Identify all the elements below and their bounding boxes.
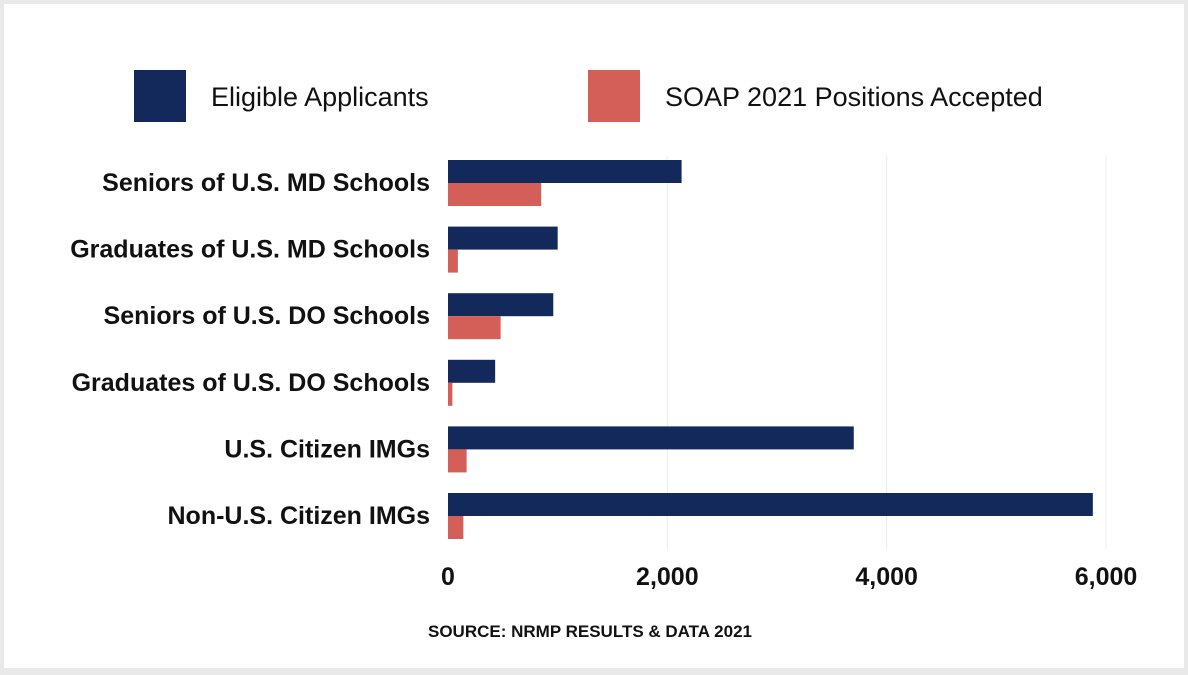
bar-soap-2021-positions-accepted-u-s-citizen-imgs [448, 449, 467, 473]
bar-soap-2021-positions-accepted-non-u-s-citizen-imgs [448, 516, 464, 539]
source-note: SOURCE: NRMP RESULTS & DATA 2021 [428, 622, 752, 641]
bar-eligible-applicants-seniors-of-u-s-md-schools [448, 160, 682, 183]
chart: Eligible Applicants SOAP 2021 Positions … [70, 70, 1137, 641]
x-tick-label-4000: 4,000 [855, 563, 918, 591]
category-label-graduates-of-u-s-md-schools: Graduates of U.S. MD Schools [70, 236, 430, 264]
legend-label-soap-positions: SOAP 2021 Positions Accepted [665, 82, 1043, 112]
legend-swatch-soap-positions [588, 70, 640, 122]
category-label-graduates-of-u-s-do-schools: Graduates of U.S. DO Schools [72, 369, 430, 397]
bar-eligible-applicants-graduates-of-u-s-do-schools [448, 359, 496, 383]
bar-soap-2021-positions-accepted-seniors-of-u-s-md-schools [448, 183, 542, 206]
bar-eligible-applicants-graduates-of-u-s-md-schools [448, 226, 558, 250]
legend: Eligible Applicants SOAP 2021 Positions … [134, 70, 1043, 122]
gridlines [666, 156, 1107, 549]
bars [448, 160, 1093, 539]
x-tick-label-6000: 6,000 [1075, 563, 1138, 591]
bar-eligible-applicants-seniors-of-u-s-do-schools [448, 293, 554, 317]
bar-soap-2021-positions-accepted-seniors-of-u-s-do-schools [448, 316, 501, 340]
bar-eligible-applicants-non-u-s-citizen-imgs [448, 493, 1093, 516]
x-axis-ticks: 0 2,000 4,000 6,000 [441, 563, 1137, 591]
legend-label-eligible-applicants: Eligible Applicants [211, 82, 429, 112]
category-label-seniors-of-u-s-md-schools: Seniors of U.S. MD Schools [102, 169, 430, 197]
bar-soap-2021-positions-accepted-graduates-of-u-s-do-schools [448, 382, 453, 406]
category-label-non-u-s-citizen-imgs: Non-U.S. Citizen IMGs [168, 502, 431, 530]
x-tick-label-2000: 2,000 [636, 563, 699, 591]
category-label-u-s-citizen-imgs: U.S. Citizen IMGs [224, 435, 430, 463]
category-label-seniors-of-u-s-do-schools: Seniors of U.S. DO Schools [104, 302, 430, 330]
chart-card: Eligible Applicants SOAP 2021 Positions … [4, 4, 1184, 668]
category-labels: Seniors of U.S. MD Schools Graduates of U… [70, 169, 430, 530]
legend-swatch-eligible-applicants [134, 70, 186, 122]
x-tick-label-0: 0 [441, 563, 455, 591]
bar-eligible-applicants-u-s-citizen-imgs [448, 426, 854, 450]
bar-soap-2021-positions-accepted-graduates-of-u-s-md-schools [448, 249, 458, 273]
